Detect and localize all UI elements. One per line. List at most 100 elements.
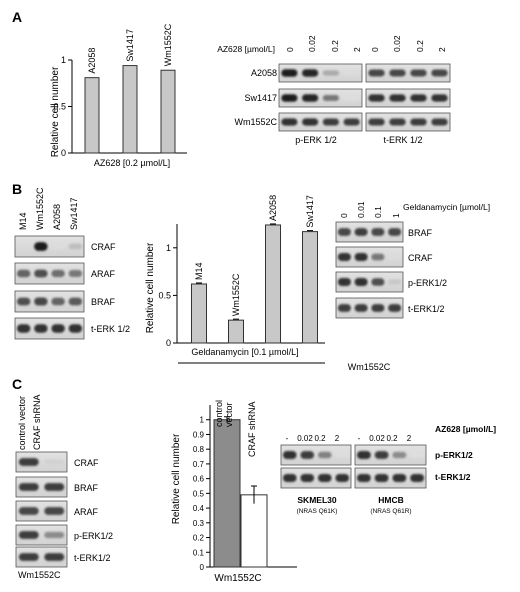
panel-c-hmcb-terk-blot-band [374,473,389,483]
panel-c-ytick-label: 0.2 [193,534,205,543]
panel-c-left-blot-p-erk1-2 [15,524,68,546]
panel-c-dose-label-hmcb: - [358,434,361,443]
panel-b-left-blot-braf-band [51,297,65,306]
panel-c-hmcb-terk-blot-band [410,473,425,483]
panel-a-perk-blot-wm1552c-band [302,118,319,126]
panel-c-bar-control-vector [213,419,241,568]
panel-a-terk-blot-a2058-band [389,69,406,77]
panel-b-left-blot-t-erk-1-2-band [68,324,83,333]
panel-b-bar-label-a2058: A2058 [268,195,278,221]
panel-b-ytick-label: 0 [166,338,171,348]
panel-a-bar-wm1552c [160,69,176,154]
panel-b-bar-label-m14: M14 [194,262,204,280]
panel-c-ytick-label: 0 [200,563,205,572]
panel-b-left-blot-araf [14,262,85,285]
panel-b-left-blot-araf-band [34,269,48,278]
panel-c-row-perk: p-ERK1/2 [435,450,473,460]
panel-c-line-1-mutation: (NRAS Q61K) [297,508,338,515]
panel-a-perk-blot-a2058 [278,63,363,83]
panel-a-terk-blot-a2058-band [410,69,427,77]
panel-b-right-blot-t-erk1-2-band [388,304,402,312]
panel-b-dose-label: 0 [339,213,349,218]
panel-a-bar-sw1417 [122,65,138,154]
panel-b-left-blot-araf-band [16,269,31,278]
panel-letter-b: B [12,181,22,197]
panel-c-left-blot-p-erk1-2-band [18,531,39,539]
panel-b-left-blot-braf [14,290,85,313]
panel-b-lane-m14: M14 [18,212,28,230]
panel-a-perk-blot-wm1552c-band [281,118,298,126]
panel-b-dose-label: 0.01 [356,201,366,218]
panel-a-terk-blot-sw1417-band [431,94,448,102]
panel-a-ytick-label: 1 [61,55,66,65]
panel-b-ytick-label: 1 [166,243,171,253]
panel-c-skmel30-perk-blot-band [300,451,315,459]
panel-c-left-blot-t-erk1-2-band [44,553,65,561]
panel-a-bar-a2058 [84,77,100,154]
panel-c-ytick-label: 0.9 [193,430,205,439]
panel-a-perk-blot-sw1417-band [302,94,319,102]
panel-a-row-label-wm1552c: Wm1552C [234,117,277,127]
panel-a-perk-blot-sw1417-band [343,95,360,101]
panel-b-bar-wm1552c [228,319,244,344]
panel-c-left-blot-craf-band [44,459,65,465]
panel-c-left-cell-line: Wm1552C [18,570,61,580]
panel-c-left-blot-craf-band [18,458,39,466]
panel-a-bar-label-wm1552c: Wm1552C [163,23,173,66]
panel-c-dose-label-hmcb: 2 [407,434,412,443]
panel-b-left-row-araf: ARAF [91,269,116,279]
panel-c-line-1-name: SKMEL30 [297,495,336,505]
panel-a-bar-label-sw1417: Sw1417 [125,29,135,62]
panel-b-right-row-p-erk1-2: p-ERK1/2 [408,278,447,288]
panel-a-terk-blot-wm1552c-band [389,118,406,126]
panel-a-perk-blot-wm1552c-band [322,118,339,126]
panel-c-skmel30-terk-blot-band [300,473,315,483]
panel-a-terk-blot-wm1552c-band [410,118,427,126]
panel-b-left-blot-araf-band [51,269,65,278]
panel-c-left-blot-araf [15,500,68,522]
panel-b-left-blot-braf-band [16,297,31,306]
panel-b-left-row-braf: BRAF [91,297,116,307]
panel-b-right-blot-craf-band [354,252,368,262]
panel-c-dose-label-skmel30: 0.02 [297,434,313,443]
panel-b-left-blot-craf-band [34,242,48,251]
panel-b-xlabel: Geldanamycin [0.1 µmol/L] [191,347,298,357]
panel-c-ytick-label: 0.6 [193,475,205,484]
panel-c-dose-label-skmel30: 2 [335,434,340,443]
panel-b-left-blot-t-erk-1-2 [14,317,85,340]
panel-b-right-blot-craf [335,246,404,268]
panel-b-right-blot-craf-band [337,252,351,262]
panel-c-left-blot: control vector CRAF shRNA CRAF BRAF ARAF p-E… [15,394,113,580]
panel-a-terk-blot-a2058-band [368,69,385,77]
panel-a-dose-label: 0 [370,47,380,52]
panel-b-right-blot-p-erk1-2-band [388,279,402,285]
panel-c-left-blot-araf-band [44,507,65,515]
panel-b-left-row-t-erk-1-2: t-ERK 1/2 [91,324,130,334]
panel-a-perk-blot-a2058-band [302,69,319,77]
panel-b-left-row-craf: CRAF [91,242,116,252]
panel-c-hmcb-perk-blot [354,444,427,466]
panel-c-ytick-label: 0.4 [193,504,205,513]
panel-b-right-blot-t-erk1-2-band [337,304,351,312]
panel-c-left-row-craf: CRAF [74,458,99,468]
panel-c-hmcb-terk-blot-band [392,473,407,483]
panel-b-dose-label: 0.1 [373,206,383,218]
panel-a-terk-blot-a2058-band [431,69,448,77]
panel-b-ytick-label: 0.5 [158,290,171,300]
panel-c-left-row-t-erk1-2: t-ERK1/2 [74,553,111,563]
panel-c-lane-control-vector: control vector [17,396,27,450]
panel-c-hmcb-terk-blot-band [356,473,371,483]
panel-letter-c: C [12,376,22,392]
panel-a-perk-blot-a2058-band [322,70,339,76]
panel-c-left-blot-p-erk1-2-band [44,531,65,539]
panel-a-dose-label: 0.2 [330,40,340,52]
panel-b-lane-sw1417: Sw1417 [69,197,79,230]
panel-c-left-blot-craf [15,451,68,473]
panel-c-skmel30-terk-blot-band [282,473,297,483]
panel-a-ytick-label: 0 [61,148,66,158]
panel-a-terk-blot-sw1417-band [410,94,427,102]
panel-c-hmcb-perk-blot-band [374,451,389,459]
panel-b-lane-wm1552c: Wm1552C [35,187,45,230]
panel-b-bar-chart: Relative cell number 0 0.5 1 M14 Wm1552C A20… [145,195,325,364]
panel-a-terk-blot-wm1552c-band [431,118,448,126]
